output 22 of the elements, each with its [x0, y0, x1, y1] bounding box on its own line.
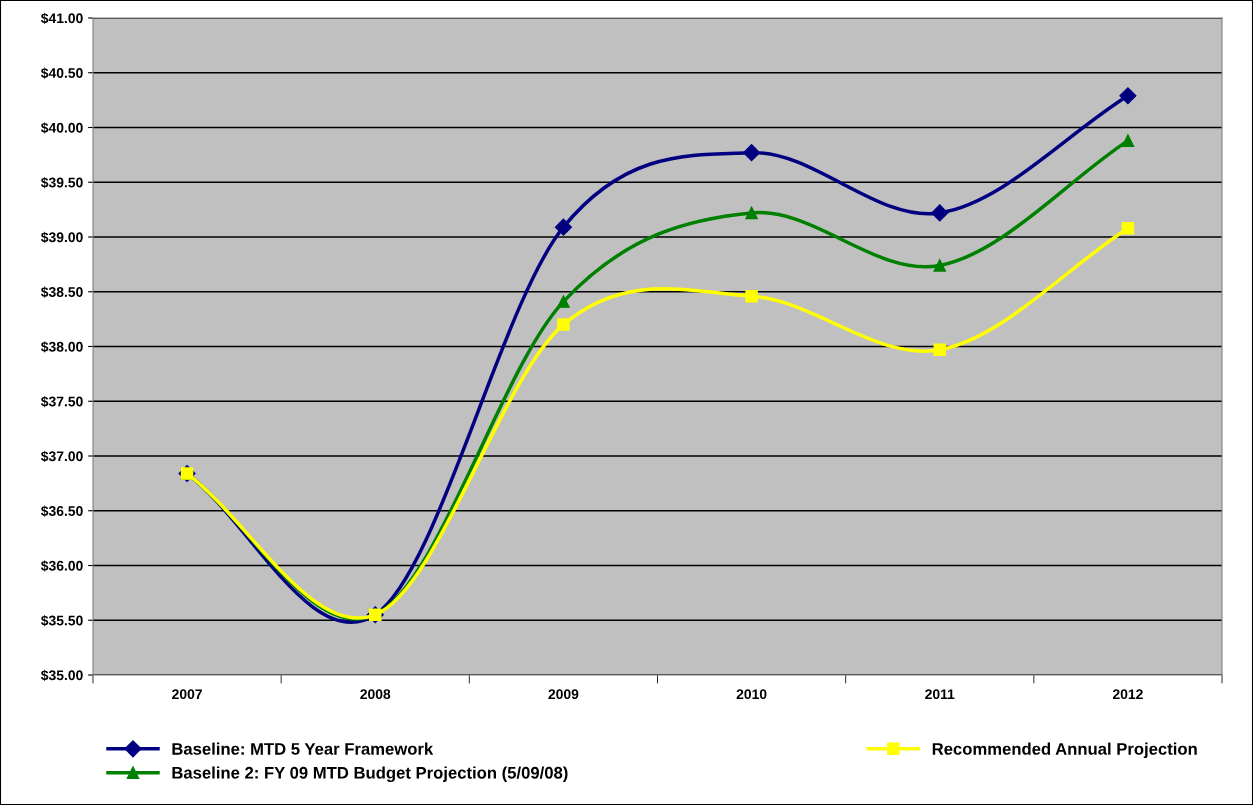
y-tick-label: $37.00: [40, 450, 83, 463]
y-tick-label: $40.00: [40, 122, 83, 134]
y-tick-label: $41.00: [40, 12, 83, 25]
legend-label: Recommended Annual Projection: [932, 742, 1197, 759]
y-tick-label: $38.00: [40, 341, 83, 353]
y-tick-label: $36.00: [40, 560, 83, 572]
legend-label: Baseline: MTD 5 Year Framework: [172, 742, 434, 755]
x-tick-label: 2008: [360, 689, 391, 700]
y-tick-label: $38.50: [40, 286, 83, 298]
x-tick-label: 2011: [925, 689, 955, 700]
x-tick-label: 2010: [736, 689, 767, 700]
y-tick-label: $40.50: [40, 67, 83, 79]
y-tick-label: $35.00: [40, 669, 83, 682]
y-tick-label: $35.50: [40, 614, 83, 627]
y-tick-label: $37.50: [40, 395, 83, 408]
y-tick-label: $39.50: [40, 176, 83, 189]
legend-label: Baseline 2: FY 09 MTD Budget Projection (5/09/08): [172, 766, 568, 783]
x-tick-label: 2009: [548, 689, 579, 700]
y-tick-label: $39.00: [40, 231, 83, 244]
y-tick-label: $36.50: [40, 505, 83, 517]
x-tick-label: 2007: [172, 689, 202, 700]
x-tick-label: 2012: [1112, 689, 1143, 700]
